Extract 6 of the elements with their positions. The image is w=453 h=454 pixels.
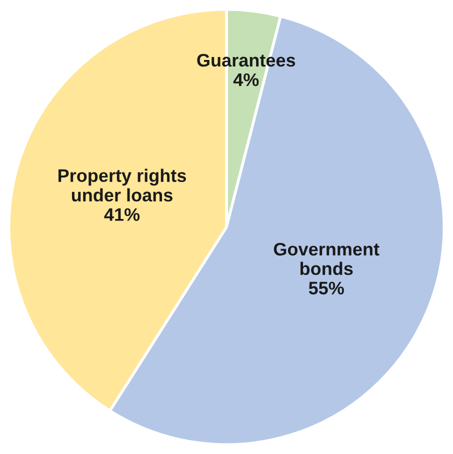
slice-label: Government bonds — [274, 242, 380, 276]
slice-label: Guarantees — [197, 54, 296, 67]
slice-label: Property rights under loans — [58, 168, 186, 202]
data-label: 55% — [308, 282, 344, 295]
data-label: 4% — [233, 73, 259, 86]
data-label: 41% — [104, 208, 140, 221]
